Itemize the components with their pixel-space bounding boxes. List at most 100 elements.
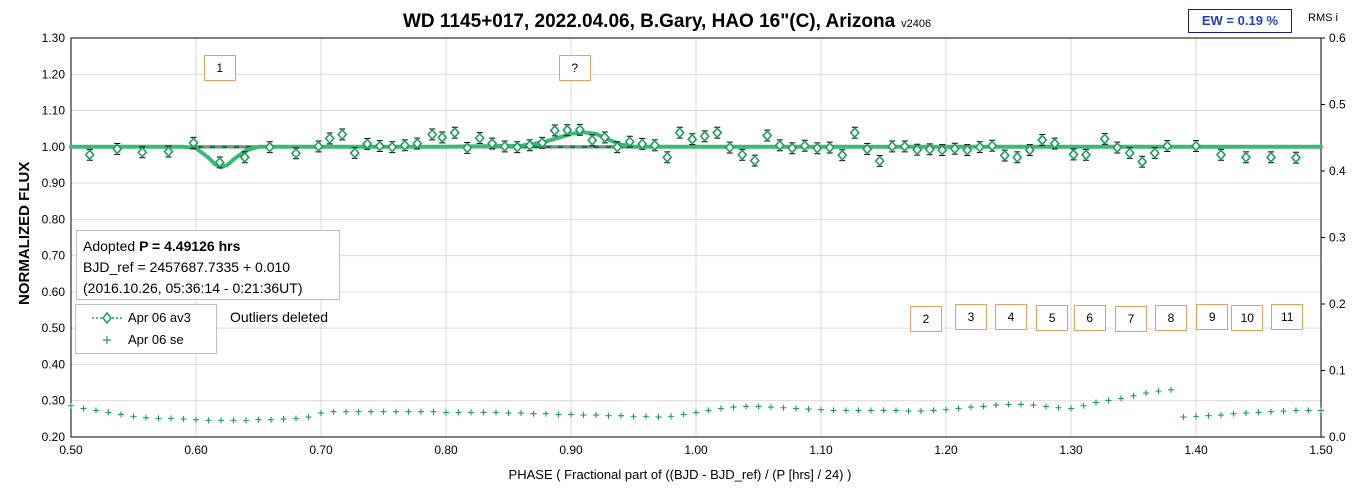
se-point — [1218, 412, 1224, 419]
se-point — [1155, 388, 1162, 395]
x-tick-label: 1.30 — [1059, 443, 1083, 457]
av3-point — [599, 131, 610, 144]
x-tick-label: 1.00 — [684, 443, 708, 457]
ew-badge: EW = 0.19 % — [1188, 9, 1292, 33]
se-point — [1130, 392, 1137, 399]
av3-point — [449, 126, 460, 139]
se-point — [593, 412, 599, 419]
se-point — [280, 416, 287, 423]
rms-axis-label: RMS i — [1308, 12, 1338, 24]
av3-point — [1112, 141, 1123, 154]
av3-point — [887, 140, 898, 153]
x-tick-label: 0.90 — [559, 443, 583, 457]
y-tick-label: 1.10 — [42, 104, 66, 118]
y2-tick-label: 0.1 — [1329, 364, 1346, 378]
av3-point — [290, 147, 302, 160]
y-tick-label: 0.30 — [42, 394, 66, 408]
se-point — [1230, 410, 1237, 417]
av3-point — [649, 139, 660, 152]
se-point — [355, 408, 362, 415]
se-point — [1118, 395, 1124, 402]
av3-point — [264, 141, 275, 153]
se-point — [1193, 413, 1199, 420]
se-point — [568, 411, 574, 418]
se-point — [993, 402, 999, 409]
av3-point — [562, 124, 573, 136]
se-point — [368, 408, 374, 415]
av3-point — [1049, 137, 1060, 150]
x-tick-label: 0.50 — [59, 443, 83, 457]
se-point — [80, 405, 87, 412]
av3-point — [774, 139, 785, 152]
x-tick-label: 0.70 — [309, 443, 333, 457]
se-point — [580, 412, 587, 419]
av3-point — [1124, 147, 1135, 159]
se-point — [1105, 397, 1112, 404]
se-point — [743, 403, 749, 410]
y-tick-label: 0.70 — [42, 249, 66, 263]
av3-point — [724, 141, 735, 154]
av3-point — [574, 124, 585, 136]
av3-point — [1099, 133, 1110, 145]
se-point — [418, 408, 424, 415]
av3-point — [1290, 151, 1302, 164]
se-point — [1143, 390, 1149, 397]
av3-point — [1149, 147, 1160, 159]
av3-point — [949, 142, 960, 155]
y-tick-label: 1.30 — [42, 31, 66, 45]
marker-box-11: 11 — [1271, 304, 1304, 331]
legend-plus-icon — [103, 336, 111, 344]
se-point — [1205, 412, 1212, 419]
se-point — [168, 415, 174, 422]
outliers-note: Outliers deleted — [230, 309, 329, 325]
marker-box-8: 8 — [1155, 305, 1187, 332]
se-point — [155, 415, 162, 422]
se-point — [893, 407, 899, 414]
se-point — [1018, 401, 1024, 408]
av3-point — [999, 149, 1010, 162]
av3-point — [762, 129, 773, 142]
se-point — [818, 406, 824, 413]
se-point — [530, 410, 537, 417]
chart-title: WD 1145+017, 2022.04.06, B.Gary, HAO 16"… — [403, 11, 932, 32]
se-point — [68, 402, 74, 409]
marker-box-?: ? — [558, 54, 591, 81]
se-point — [968, 404, 974, 411]
av3-point — [487, 137, 498, 150]
av3-point — [349, 147, 360, 159]
av3-point — [849, 126, 860, 139]
y-tick-label: 1.00 — [42, 140, 66, 154]
av3-point — [1265, 151, 1277, 164]
se-point — [780, 404, 787, 411]
av3-point — [962, 144, 973, 156]
se-point — [730, 404, 737, 411]
av3-point — [587, 134, 598, 146]
se-point — [855, 407, 862, 414]
legend-item-se: Apr 06 se — [76, 330, 216, 350]
se-point — [918, 408, 924, 415]
av3-point — [214, 156, 225, 169]
se-point — [668, 413, 674, 420]
plot-frame — [70, 37, 1322, 438]
se-point — [380, 408, 387, 415]
se-point — [318, 410, 324, 417]
legend-diamond-icon — [92, 311, 122, 325]
se-point — [930, 407, 937, 414]
se-point — [93, 407, 99, 414]
av3-point — [84, 149, 95, 161]
se-point — [605, 412, 612, 419]
av3-point — [1037, 134, 1048, 146]
se-point — [268, 416, 274, 423]
av3-point — [399, 139, 410, 152]
av3-point — [874, 155, 885, 167]
se-point — [143, 414, 149, 421]
av3-point — [549, 124, 560, 137]
se-point — [305, 414, 312, 421]
y-axis-label: NORMALIZED FLUX — [16, 161, 33, 305]
se-point — [230, 417, 237, 424]
se-point — [680, 411, 687, 418]
av3-point — [188, 137, 199, 149]
marker-box-10: 10 — [1231, 305, 1264, 332]
av3-point — [462, 142, 473, 154]
se-point — [330, 408, 337, 415]
